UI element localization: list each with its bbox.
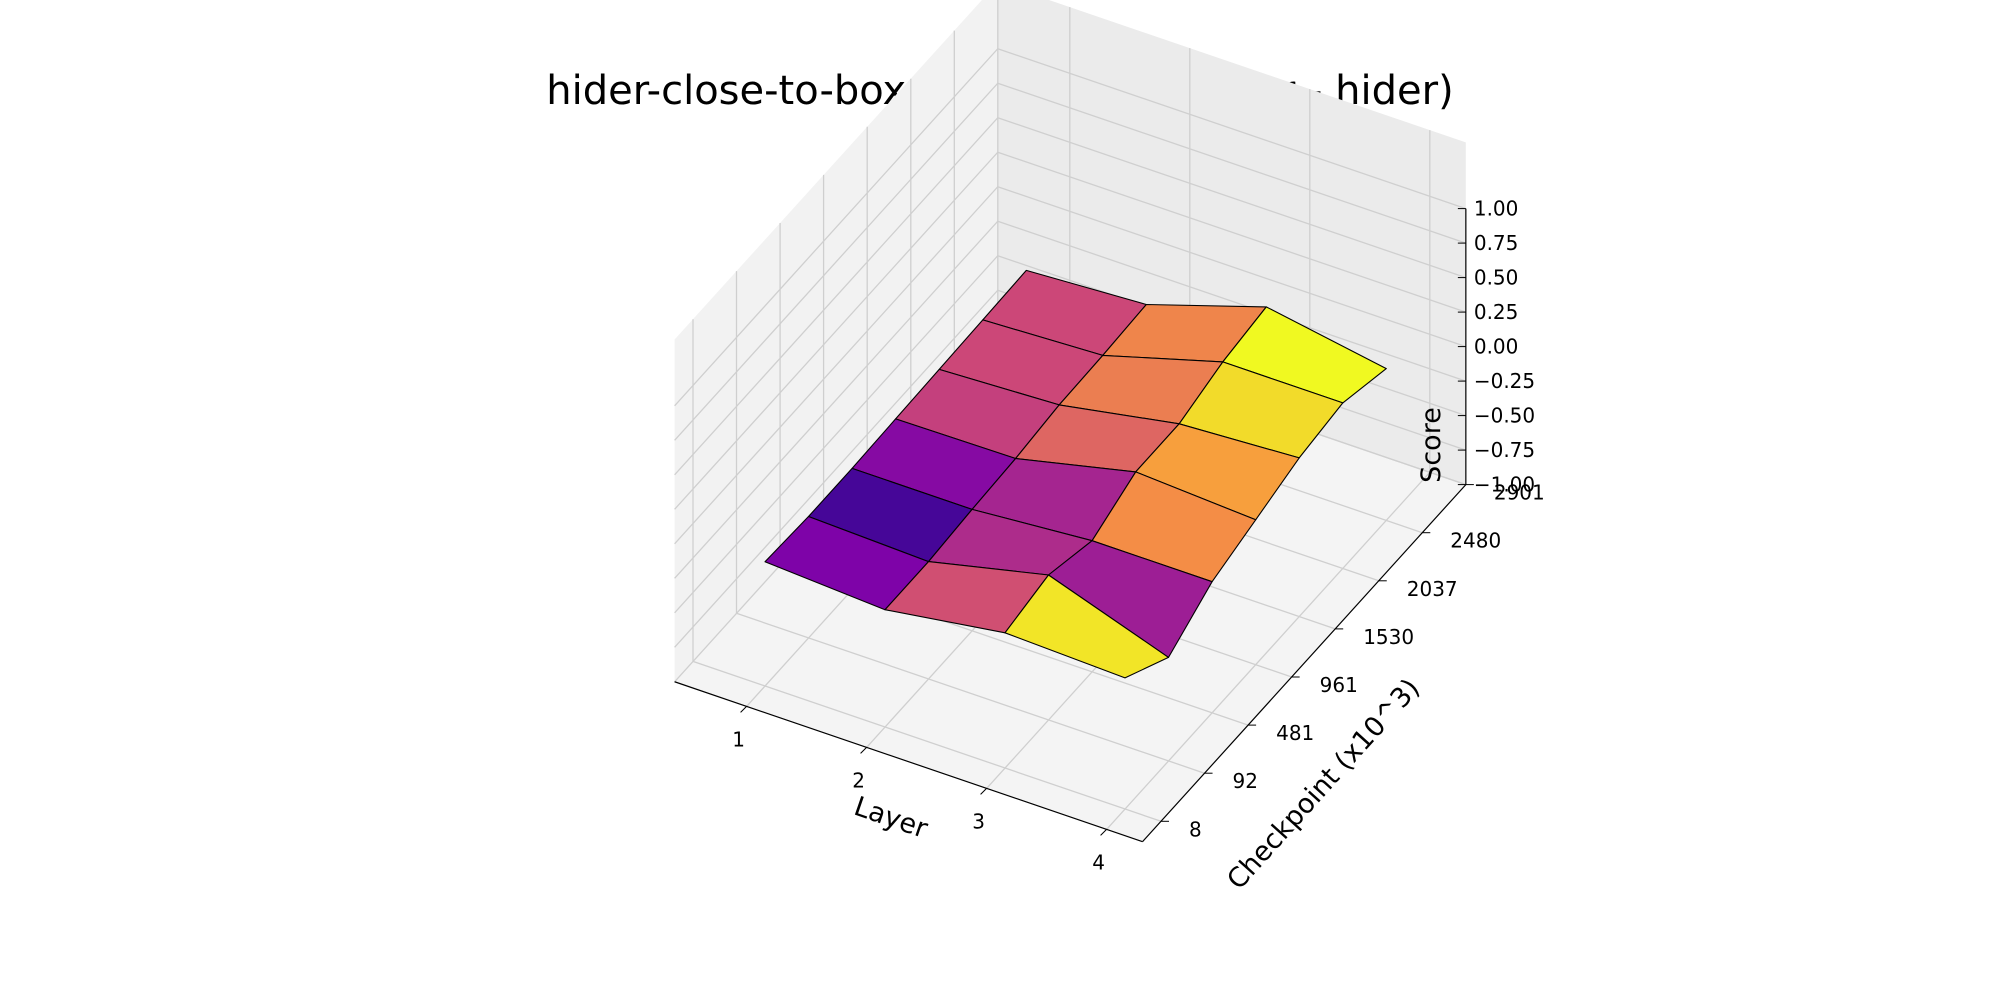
checkpoint-tick-label: 8 <box>1189 817 1202 841</box>
score-tick-label: 1.00 <box>1474 197 1519 221</box>
score-tick-label: 0.75 <box>1474 231 1519 255</box>
checkpoint-tick-label: 2037 <box>1407 577 1458 601</box>
x-axis-line <box>674 681 1143 843</box>
layer-tick <box>740 705 747 713</box>
checkpoint-tick-label: 481 <box>1276 721 1314 745</box>
layer-tick-label: 3 <box>972 809 985 833</box>
layer-tick <box>980 787 987 795</box>
score-gridline <box>674 116 1467 476</box>
score-tick-label: −1.00 <box>1474 473 1535 497</box>
score-tick-label: 0.00 <box>1474 335 1519 359</box>
layer-tick <box>1100 828 1107 836</box>
layer-tick <box>860 746 867 754</box>
y-axis-line <box>1142 484 1467 843</box>
left-pane <box>674 0 998 682</box>
surface-face <box>1004 574 1170 679</box>
score-tick-label: −0.50 <box>1474 404 1535 428</box>
x-axis-label: Layer <box>850 791 932 845</box>
score-gridline <box>674 220 1467 579</box>
z-axis-label: Score <box>1416 407 1447 483</box>
score-gridline <box>674 47 1467 407</box>
score-tick-label: −0.75 <box>1474 438 1535 462</box>
checkpoint-tick-label: 961 <box>1320 673 1358 697</box>
checkpoint-tick-label: 2480 <box>1450 529 1501 553</box>
checkpoint-tick-label: 1530 <box>1363 625 1414 649</box>
score-tick-label: −0.25 <box>1474 369 1535 393</box>
checkpoint-tick-label: 92 <box>1233 769 1258 793</box>
score-tick-label: 0.25 <box>1474 300 1519 324</box>
score-gridline <box>674 82 1467 441</box>
score-gridline <box>674 151 1467 510</box>
layer-tick-label: 1 <box>732 727 745 751</box>
score-gridline <box>674 185 1467 545</box>
score-tick-label: 0.50 <box>1474 266 1519 290</box>
checkpoint-tick-label: 2901 <box>1494 481 1545 505</box>
layer-tick-label: 2 <box>852 768 865 792</box>
layer-tick-label: 4 <box>1092 850 1105 874</box>
